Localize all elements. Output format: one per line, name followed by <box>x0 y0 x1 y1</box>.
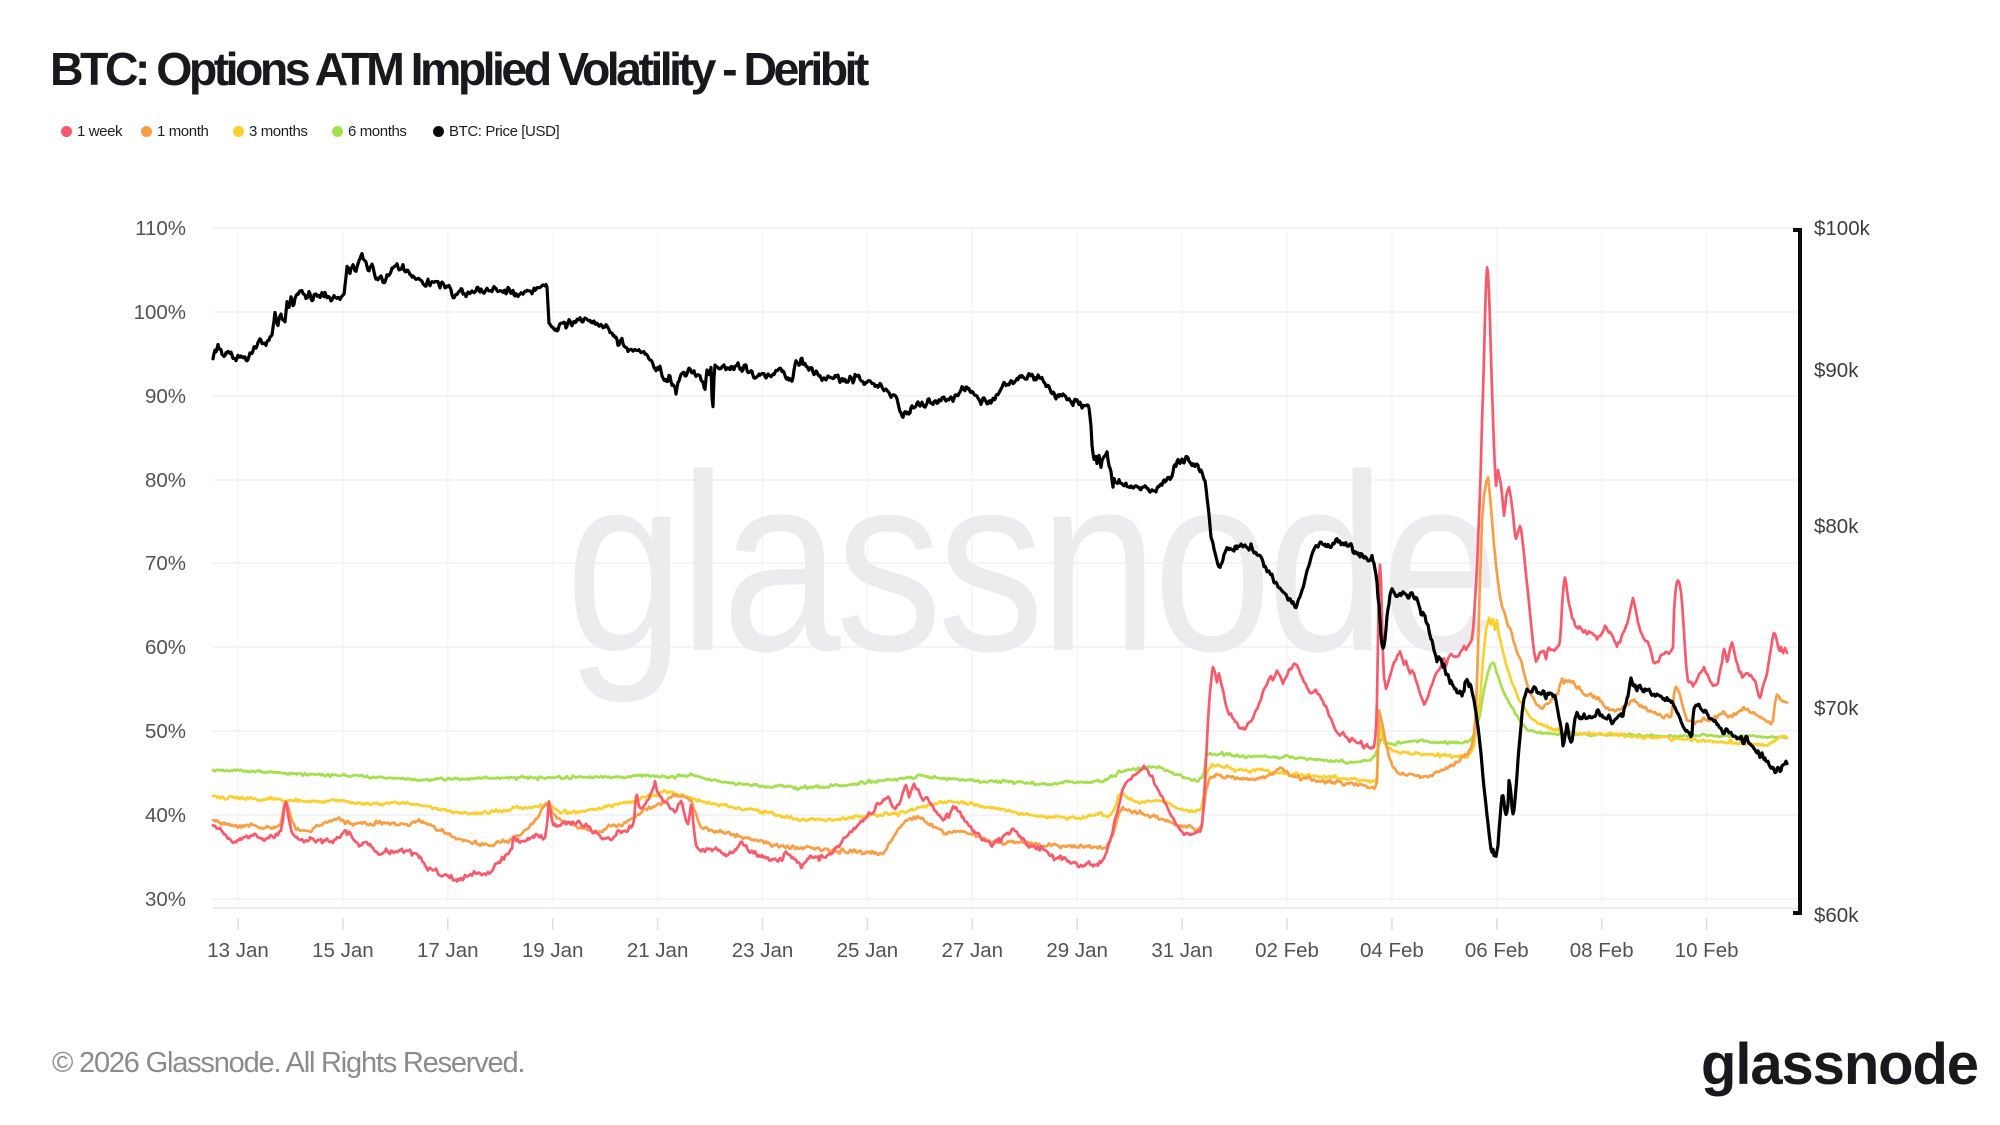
svg-text:31 Jan: 31 Jan <box>1151 939 1213 962</box>
svg-text:30%: 30% <box>145 888 186 911</box>
svg-text:21 Jan: 21 Jan <box>627 939 689 962</box>
svg-text:110%: 110% <box>135 217 186 240</box>
svg-text:15 Jan: 15 Jan <box>312 939 374 962</box>
svg-text:04 Feb: 04 Feb <box>1360 939 1424 962</box>
svg-text:19 Jan: 19 Jan <box>522 939 584 962</box>
svg-text:27 Jan: 27 Jan <box>942 939 1004 962</box>
svg-text:25 Jan: 25 Jan <box>837 939 899 962</box>
svg-text:$70k: $70k <box>1814 697 1859 720</box>
svg-text:$80k: $80k <box>1814 515 1859 538</box>
svg-text:50%: 50% <box>145 720 186 743</box>
svg-text:06 Feb: 06 Feb <box>1465 939 1529 962</box>
svg-text:70%: 70% <box>145 552 186 575</box>
svg-text:02 Feb: 02 Feb <box>1255 939 1319 962</box>
svg-text:10 Feb: 10 Feb <box>1675 939 1739 962</box>
svg-text:29 Jan: 29 Jan <box>1046 939 1108 962</box>
svg-text:glassnode: glassnode <box>566 423 1495 704</box>
svg-text:100%: 100% <box>134 301 186 324</box>
svg-text:13 Jan: 13 Jan <box>207 939 269 962</box>
svg-text:60%: 60% <box>145 636 186 659</box>
svg-text:80%: 80% <box>145 469 186 492</box>
svg-text:23 Jan: 23 Jan <box>732 939 794 962</box>
svg-text:$90k: $90k <box>1814 359 1859 382</box>
svg-text:17 Jan: 17 Jan <box>417 939 479 962</box>
svg-text:$60k: $60k <box>1814 904 1859 927</box>
svg-text:90%: 90% <box>145 385 186 408</box>
svg-text:$100k: $100k <box>1814 217 1871 240</box>
svg-text:08 Feb: 08 Feb <box>1570 939 1634 962</box>
svg-text:40%: 40% <box>145 804 186 827</box>
